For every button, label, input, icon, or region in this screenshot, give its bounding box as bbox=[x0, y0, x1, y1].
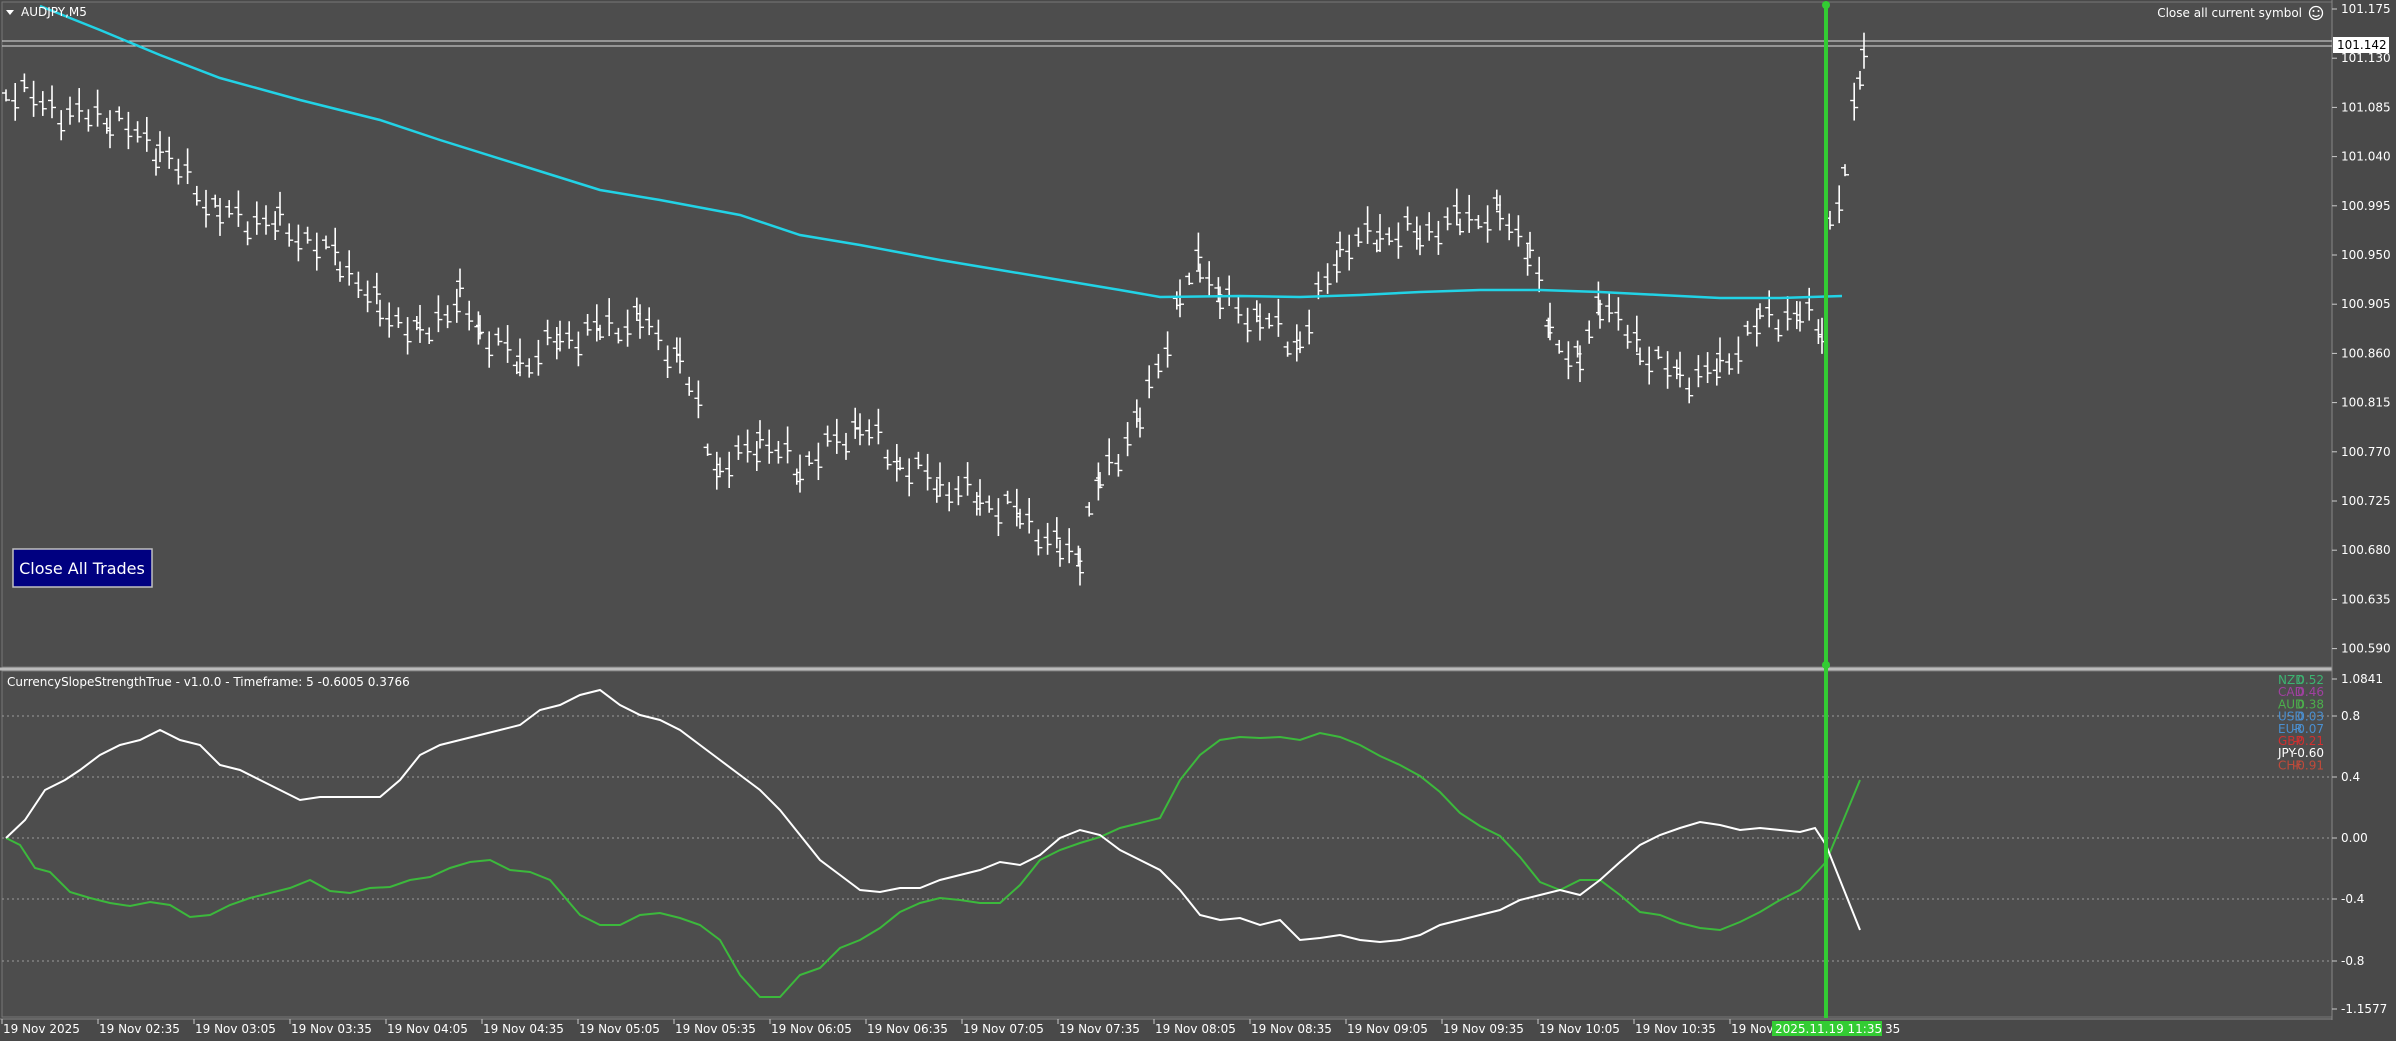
legend-currency-value: -0.91 bbox=[2293, 758, 2324, 772]
time-tick-label: 19 Nov 02:35 bbox=[99, 1022, 180, 1036]
indicator-axis: 1.0841 0.8 0.4 0.00 -0.4 -0.8 -1.1577 bbox=[2332, 672, 2387, 1016]
time-tick-label: 19 Nov 09:05 bbox=[1347, 1022, 1428, 1036]
time-tick-label: 19 Nov 08:05 bbox=[1155, 1022, 1236, 1036]
aud-strength-line bbox=[5, 731, 1861, 998]
indicator-tick-label: 0.00 bbox=[2341, 831, 2368, 845]
price-bars bbox=[2, 32, 1868, 586]
indicator-area[interactable] bbox=[1, 670, 2333, 1018]
price-tick-label: 100.680 bbox=[2341, 543, 2391, 557]
moving-average-line bbox=[39, 4, 1843, 300]
time-tick-label: 19 Nov 04:35 bbox=[483, 1022, 564, 1036]
time-tick-label: 19 Nov 10:05 bbox=[1539, 1022, 1620, 1036]
price-tick-label: 100.905 bbox=[2341, 297, 2391, 311]
jpy-strength-line bbox=[5, 688, 1861, 944]
price-tick-label: 100.815 bbox=[2341, 396, 2391, 410]
price-tick-label: 100.725 bbox=[2341, 494, 2391, 508]
close-symbol-label[interactable]: Close all current symbol bbox=[2157, 6, 2302, 20]
time-tick-label: 19 Nov 03:05 bbox=[195, 1022, 276, 1036]
close-all-trades-label: Close All Trades bbox=[19, 559, 145, 578]
legend-currency-name: NZD bbox=[2278, 673, 2304, 687]
legend-currency-value: -0.07 bbox=[2293, 722, 2324, 736]
time-tail-label: 35 bbox=[1885, 1022, 1900, 1036]
currency-legend: NZD0.52CAD0.46AUD0.38USD0.03EUR-0.07GBP-… bbox=[2277, 673, 2324, 772]
legend-currency-value: 0.46 bbox=[2297, 685, 2324, 699]
legend-currency-name: EUR bbox=[2278, 722, 2303, 736]
time-tick-label: 19 Nov 07:05 bbox=[963, 1022, 1044, 1036]
indicator-tick-label: 0.8 bbox=[2341, 709, 2360, 723]
time-tick-label: 19 Nov 05:35 bbox=[675, 1022, 756, 1036]
cursor-mid-handle[interactable] bbox=[1822, 661, 1830, 669]
price-tick-label: 101.040 bbox=[2341, 150, 2391, 164]
current-price-label: 101.142 bbox=[2337, 38, 2387, 52]
indicator-tick-label: 0.4 bbox=[2341, 770, 2360, 784]
indicator-tick-label: -0.8 bbox=[2341, 954, 2364, 968]
close-all-trades-button[interactable]: Close All Trades bbox=[12, 548, 153, 588]
time-tick-label: 19 Nov 2025 bbox=[3, 1022, 80, 1036]
time-tick-label: 19 Nov 05:05 bbox=[579, 1022, 660, 1036]
legend-currency-name: AUD bbox=[2278, 697, 2304, 711]
legend-currency-value: 0.03 bbox=[2297, 710, 2324, 724]
legend-currency-name: CAD bbox=[2278, 685, 2304, 699]
time-axis: 19 Nov 2025 19 Nov 02:35 19 Nov 03:05 19 No… bbox=[1, 1019, 1774, 1036]
time-tick-label: 19 Nov 08:35 bbox=[1251, 1022, 1332, 1036]
time-tick-label: 19 Nov 10:35 bbox=[1635, 1022, 1716, 1036]
price-axis: 101.175 101.130 101.085 101.040 100.995 100.9… bbox=[2332, 2, 2391, 656]
indicator-tick-label: 1.0841 bbox=[2341, 672, 2383, 686]
time-tick-label: 19 Nov bbox=[1731, 1022, 1774, 1036]
smiley-icon[interactable] bbox=[2308, 5, 2324, 21]
time-tick-label: 19 Nov 03:35 bbox=[291, 1022, 372, 1036]
time-tick-label: 19 Nov 04:05 bbox=[387, 1022, 468, 1036]
legend-currency-name: CHF bbox=[2278, 758, 2302, 772]
legend-currency-name: USD bbox=[2278, 710, 2304, 724]
legend-currency-name: GBP bbox=[2278, 734, 2303, 748]
legend-currency-value: -0.60 bbox=[2293, 746, 2324, 760]
time-tick-label: 19 Nov 06:35 bbox=[867, 1022, 948, 1036]
time-tick-label: 19 Nov 09:35 bbox=[1443, 1022, 1524, 1036]
legend-currency-value: -0.21 bbox=[2293, 734, 2324, 748]
legend-currency-name: JPY bbox=[2277, 746, 2297, 760]
price-tick-label: 100.635 bbox=[2341, 592, 2391, 606]
time-highlight-label: 2025.11.19 11:35 bbox=[1775, 1022, 1882, 1036]
price-tick-label: 100.950 bbox=[2341, 248, 2391, 262]
price-tick-label: 101.085 bbox=[2341, 100, 2391, 114]
indicator-tick-label: -0.4 bbox=[2341, 892, 2364, 906]
indicator-title: CurrencySlopeStrengthTrue - v1.0.0 - Tim… bbox=[7, 675, 410, 689]
price-tick-label: 100.860 bbox=[2341, 346, 2391, 360]
legend-currency-value: 0.38 bbox=[2297, 697, 2324, 711]
cursor-top-handle[interactable] bbox=[1822, 1, 1830, 9]
price-tick-label: 100.995 bbox=[2341, 199, 2391, 213]
price-tick-label: 100.770 bbox=[2341, 445, 2391, 459]
indicator-tick-label: -1.1577 bbox=[2341, 1002, 2387, 1016]
price-tick-label: 101.175 bbox=[2341, 2, 2391, 16]
price-tick-label: 100.590 bbox=[2341, 642, 2391, 656]
time-tick-label: 19 Nov 06:05 bbox=[771, 1022, 852, 1036]
price-tick-label: 101.130 bbox=[2341, 51, 2391, 65]
time-highlight-box bbox=[1772, 1021, 1882, 1036]
legend-currency-value: 0.52 bbox=[2297, 673, 2324, 687]
symbol-dropdown-icon[interactable] bbox=[6, 10, 14, 15]
current-price-box bbox=[2333, 37, 2389, 53]
time-tick-label: 19 Nov 07:35 bbox=[1059, 1022, 1140, 1036]
indicator-gridlines bbox=[2, 715, 2332, 962]
symbol-label[interactable]: AUDJPY,M5 bbox=[21, 5, 87, 19]
